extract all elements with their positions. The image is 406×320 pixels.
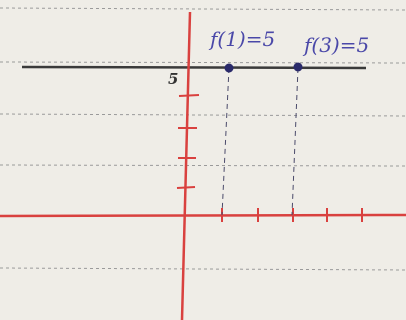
point xyxy=(294,63,303,72)
page: {"labels": {"point_1": "f(1)=5", "point_… xyxy=(0,0,406,320)
y-tick xyxy=(177,187,195,188)
point xyxy=(225,64,234,73)
point-label: f(1)=5 xyxy=(208,27,275,51)
function-line xyxy=(22,67,366,68)
y-tick xyxy=(179,95,199,96)
x-axis xyxy=(0,215,406,216)
y-label: 5 xyxy=(168,70,178,88)
graph-paper: 5 f(1)=5 f(3)=5 xyxy=(0,0,406,320)
point-label: f(3)=5 xyxy=(302,33,369,57)
